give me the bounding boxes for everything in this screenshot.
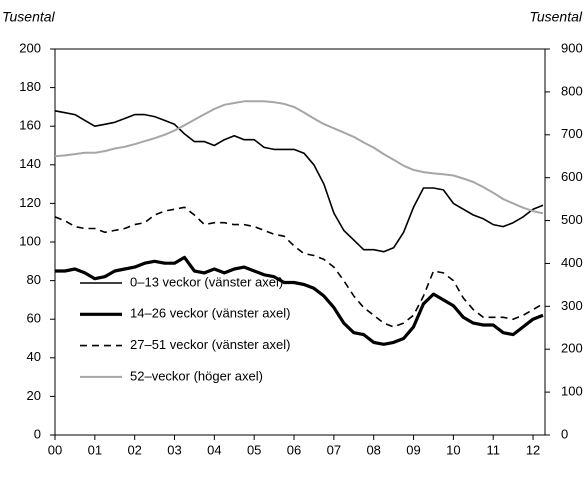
legend-label: 14–26 veckor (vänster axel) xyxy=(130,306,290,321)
y-tick-label: 120 xyxy=(19,195,41,210)
y-axis-label: Tusental xyxy=(2,9,56,25)
x-tick-label: 11 xyxy=(486,442,500,457)
series-line xyxy=(54,206,544,328)
legend-label: 27–51 veckor (vänster axel) xyxy=(130,337,290,352)
plot-frame xyxy=(54,48,546,436)
x-tick-label: 04 xyxy=(207,442,221,457)
x-tick-label: 05 xyxy=(247,442,261,457)
y2-tick-label: 100 xyxy=(561,384,583,399)
series-line xyxy=(54,110,544,253)
y2-tick-label: 900 xyxy=(561,40,583,55)
y2-tick-label: 300 xyxy=(561,298,583,313)
legend-label: 0–13 veckor (vänster axel) xyxy=(130,274,283,289)
legend-label: 52–veckor (höger axel) xyxy=(130,368,263,383)
x-tick-label: 10 xyxy=(446,442,460,457)
y-tick-label: 20 xyxy=(27,388,41,403)
y2-axis-label: Tusental xyxy=(529,9,583,25)
y-tick-label: 140 xyxy=(19,156,41,171)
x-tick-label: 07 xyxy=(327,442,341,457)
series-line xyxy=(54,100,544,215)
series-line xyxy=(55,255,544,346)
x-tick-label: 12 xyxy=(526,442,540,457)
y2-tick-label: 600 xyxy=(561,169,583,184)
x-tick-label: 08 xyxy=(366,442,380,457)
y-tick-label: 200 xyxy=(19,40,41,55)
x-tick-label: 00 xyxy=(48,442,62,457)
y2-tick-label: 200 xyxy=(561,341,583,356)
y2-tick-label: 700 xyxy=(561,126,583,141)
x-tick-label: 02 xyxy=(127,442,141,457)
y2-tick-label: 0 xyxy=(561,426,568,441)
x-tick-label: 09 xyxy=(406,442,420,457)
y-tick-label: 180 xyxy=(19,79,41,94)
x-tick-label: 01 xyxy=(88,442,102,457)
y-tick-label: 160 xyxy=(19,118,41,133)
x-tick-label: 06 xyxy=(287,442,301,457)
y2-tick-label: 400 xyxy=(561,255,583,270)
y-tick-label: 60 xyxy=(27,311,41,326)
x-tick-label: 03 xyxy=(167,442,181,457)
y2-tick-label: 500 xyxy=(561,212,583,227)
y-tick-label: 80 xyxy=(27,272,41,287)
y-tick-label: 100 xyxy=(19,233,41,248)
y-tick-label: 0 xyxy=(34,426,41,441)
y2-tick-label: 800 xyxy=(561,83,583,98)
y-tick-label: 40 xyxy=(27,349,41,364)
